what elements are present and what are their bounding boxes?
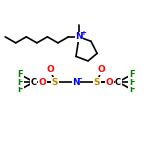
Text: O: O bbox=[39, 78, 47, 86]
Text: F: F bbox=[17, 85, 23, 94]
Text: O: O bbox=[47, 66, 54, 74]
Text: S: S bbox=[94, 78, 100, 86]
Text: C: C bbox=[31, 78, 37, 86]
Text: +: + bbox=[80, 30, 86, 36]
Text: C: C bbox=[115, 78, 121, 86]
Text: F: F bbox=[17, 70, 23, 79]
Text: F: F bbox=[129, 85, 135, 94]
Text: O: O bbox=[105, 78, 113, 86]
Text: N: N bbox=[75, 32, 83, 41]
Text: F: F bbox=[129, 70, 135, 79]
Text: S: S bbox=[52, 78, 58, 86]
Text: O: O bbox=[98, 66, 105, 74]
Text: N: N bbox=[72, 78, 80, 86]
Text: F: F bbox=[129, 78, 135, 86]
Text: −: − bbox=[76, 76, 82, 82]
Text: F: F bbox=[17, 78, 23, 86]
